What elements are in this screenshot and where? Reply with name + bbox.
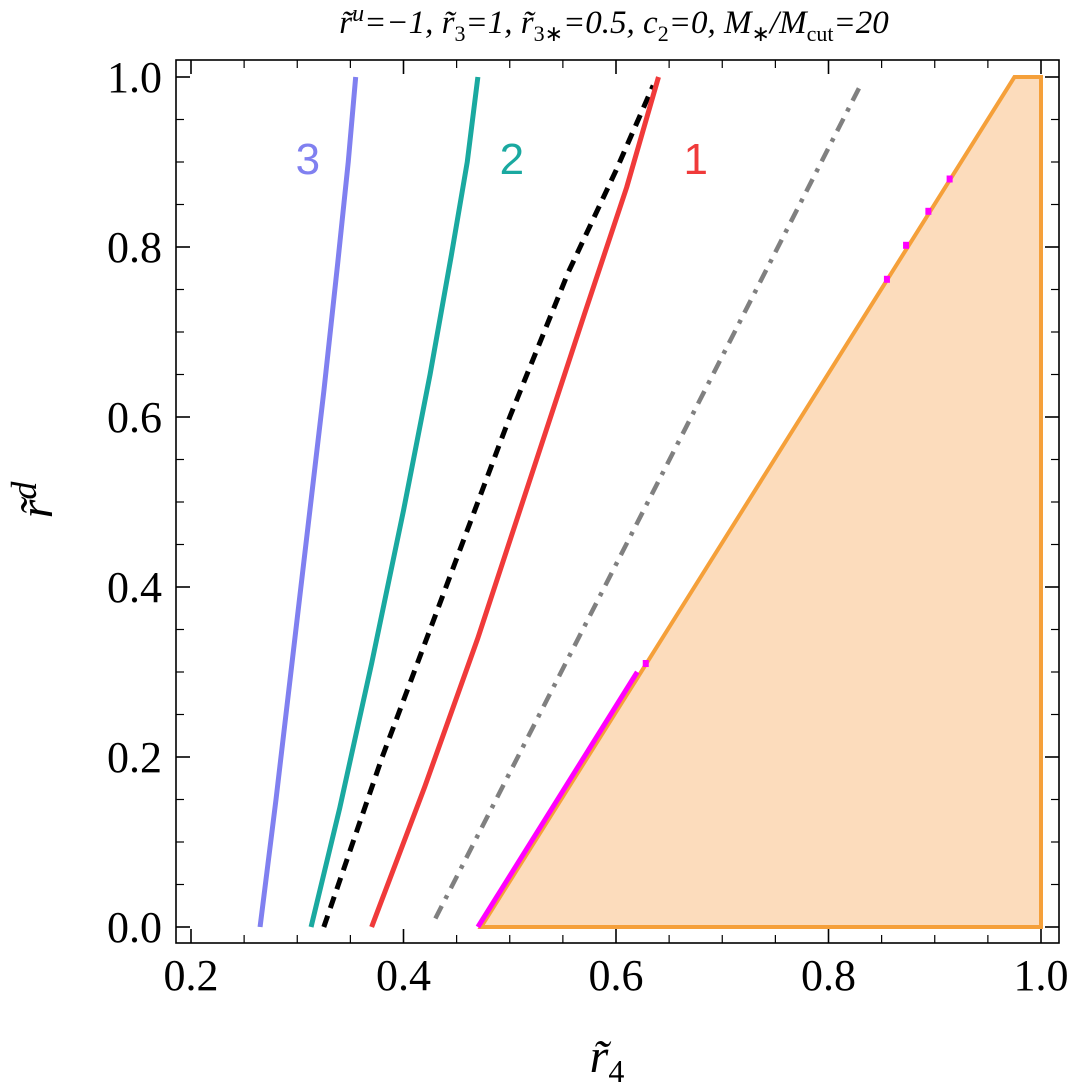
series-line-dashed-2 xyxy=(321,84,656,928)
marker-point xyxy=(642,660,649,667)
marker-layer xyxy=(642,175,953,667)
y-tick-label: 1.0 xyxy=(107,53,162,102)
marker-point xyxy=(946,175,953,183)
series-line-curve-3 xyxy=(257,76,359,928)
curve-label-1: 1 xyxy=(683,135,707,184)
y-tick-label: 0.2 xyxy=(107,733,162,782)
y-tick-label: 0.0 xyxy=(107,903,162,952)
y-tick-label: 0.4 xyxy=(107,563,162,612)
series-line-curve-2 xyxy=(308,76,481,928)
y-tick-label: 0.6 xyxy=(107,393,162,442)
y-tick-label: 0.8 xyxy=(107,223,162,272)
x-tick-label: 0.4 xyxy=(376,951,431,1000)
y-axis-title: r̃d xyxy=(4,481,63,519)
x-tick-label: 0.8 xyxy=(801,951,856,1000)
x-tick-label: 1.0 xyxy=(1014,951,1069,1000)
plot-area xyxy=(477,75,1043,929)
excluded-region xyxy=(477,75,1043,929)
marker-point xyxy=(883,275,890,283)
chart-title: r̃u=−1, r̃3=1, r̃3∗=0.5, c2=0, M∗/Mcut=2… xyxy=(339,1,889,46)
series-line-solid-5 xyxy=(475,670,640,929)
curve-label-2: 2 xyxy=(500,135,524,184)
axes: 0.2 0.4 0.6 0.8 1.00.00.20.40.60.81.0 xyxy=(107,53,1069,1000)
series-line-curve-1 xyxy=(369,76,661,928)
x-tick-label: 0.6 xyxy=(589,951,644,1000)
x-axis-title: r̃4 xyxy=(590,1030,625,1089)
marker-point xyxy=(925,207,932,215)
series-layer xyxy=(257,76,863,929)
x-tick-label: 0.2 xyxy=(164,951,219,1000)
marker-point xyxy=(903,241,910,249)
curve-label-3: 3 xyxy=(296,135,320,184)
series-line-dashdot-4 xyxy=(433,84,863,920)
curve-labels: 3 2 1 xyxy=(296,135,708,184)
